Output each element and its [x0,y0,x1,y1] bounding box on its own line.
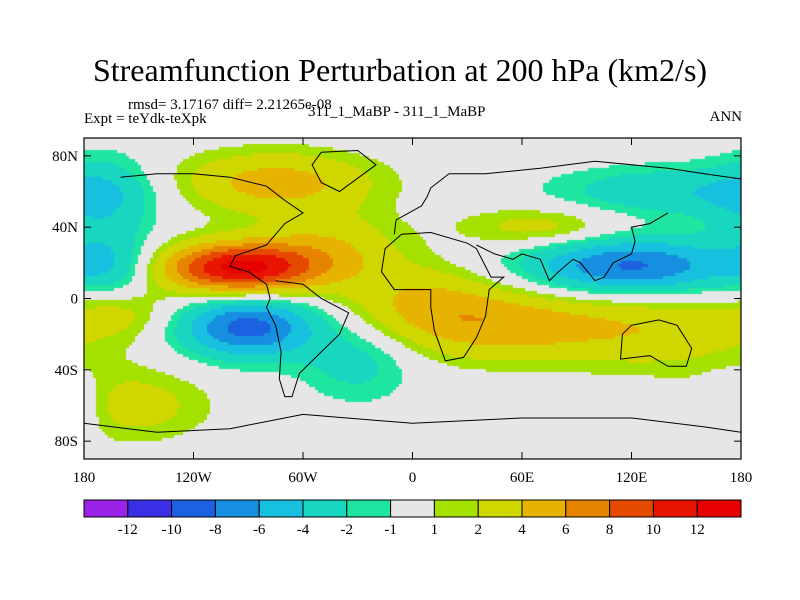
x-tick-label: 180 [730,470,753,486]
coastline-segment [380,231,506,362]
coastline-segment [83,413,742,433]
x-tick-label: 0 [409,470,417,486]
colorbar-swatch [609,499,654,518]
colorbar-swatch [346,499,392,518]
colorbar-label: -10 [162,522,182,538]
coastline-segment [476,212,669,282]
colorbar-swatch [652,499,698,518]
colorbar-label: 2 [474,522,482,538]
colorbar-label: 8 [606,522,614,538]
x-tick-label: 120W [175,470,213,486]
coastline-segment [120,173,304,285]
expt-label: Expt = teYdk-teXpk [84,111,207,127]
colorbar-label: 1 [431,522,439,538]
colorbar-swatch [696,499,742,518]
colorbar: -12 -10 -8 -6 -4 -2 -1 1 2 4 6 8 10 12 [83,499,742,538]
y-tick-label: 80S [55,434,78,450]
plot-area [84,138,741,459]
x-tick-label: 180 [73,470,96,486]
chart-title: Streamfunction Perturbation at 200 hPa (… [92,52,708,88]
colorbar-label: -12 [118,522,138,538]
y-tick-label: 40S [55,363,78,379]
y-tick-label: 80N [52,149,78,165]
colorbar-label: 4 [518,522,526,538]
colorbar-label: 10 [646,522,661,538]
stats-label: rmsd= 3.17167 diff= 2.21265e-08 [128,97,332,113]
coastline-segment [393,160,742,235]
colorbar-swatch [521,499,567,518]
colorbar-swatch [390,499,435,518]
colorbar-label: -2 [341,522,354,538]
coastline-segment [619,319,693,367]
colorbar-label: 6 [562,522,570,538]
period-label: ANN [709,109,743,125]
coastlines [83,149,742,433]
y-tick-label: 0 [71,292,79,308]
field-raster [84,138,741,459]
colorbar-swatch [171,499,216,518]
colorbar-label: -8 [209,522,222,538]
colorbar-swatch [302,499,348,518]
x-tick-label: 60W [288,470,318,486]
axes: 180 120W 60W 0 60E 120E 180 80N 40N 0 40S 80S [52,137,753,486]
colorbar-swatch [127,499,173,518]
colorbar-label: -1 [384,522,397,538]
colorbar-swatch [258,499,304,518]
colorbar-label: -4 [297,522,310,538]
colorbar-swatch [477,499,523,518]
colorbar-swatch [214,499,260,518]
coastline-segment [265,280,350,398]
x-tick-label: 120E [616,470,648,486]
case-label: 311_1_MaBP - 311_1_MaBP [308,104,486,120]
colorbar-swatch [433,499,479,518]
colorbar-label: 12 [690,522,705,538]
x-tick-label: 60E [510,470,534,486]
y-tick-label: 40N [52,220,78,236]
colorbar-label: -6 [253,522,266,538]
coastline-segment [311,149,377,193]
colorbar-swatch [83,499,129,518]
colorbar-swatch [565,499,611,518]
